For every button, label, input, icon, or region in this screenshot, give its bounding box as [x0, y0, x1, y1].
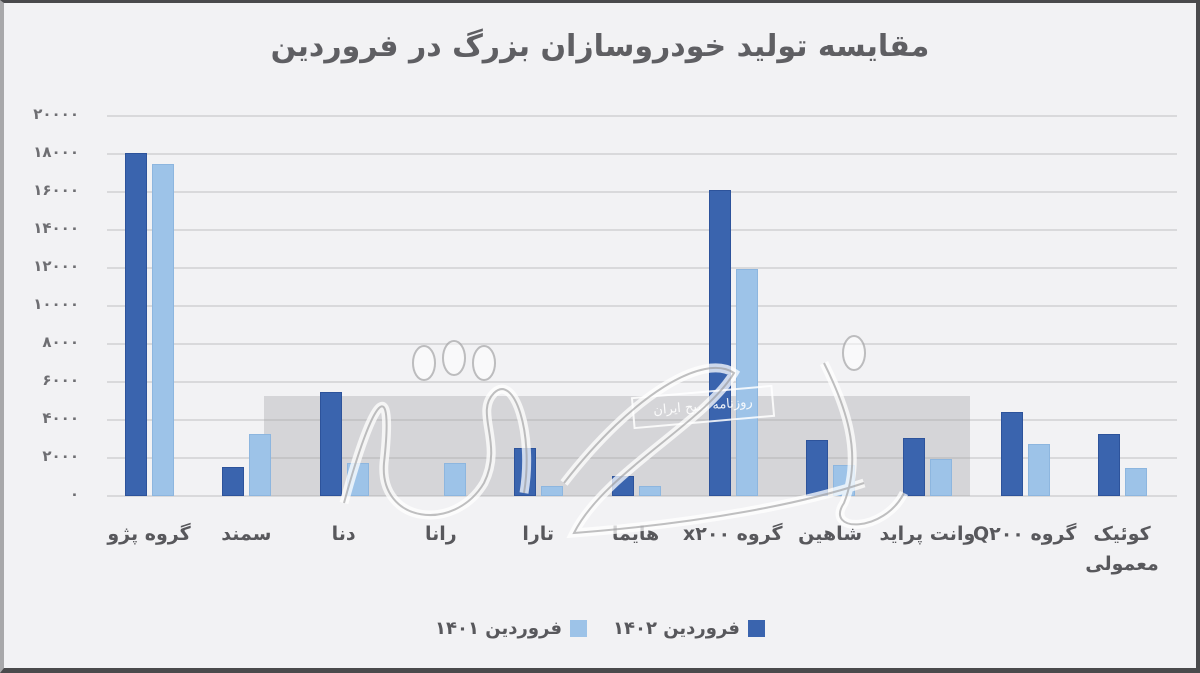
- bar-1401: [930, 458, 953, 496]
- bar-1401: [638, 486, 661, 496]
- bar-1401: [1027, 443, 1050, 496]
- bar-1402: [806, 439, 829, 496]
- bar-1402: [514, 447, 537, 496]
- x-axis-label: گروه Q۲۰۰: [972, 523, 1077, 545]
- x-axis-label: گروه پژو: [107, 523, 191, 545]
- y-tick-label: ۱۸۰۰۰: [33, 143, 79, 161]
- gridline: [107, 115, 1177, 117]
- legend-item-1402: فروردین ۱۴۰۲: [613, 618, 765, 639]
- bar-1401: [152, 164, 174, 496]
- bar-1401: [735, 268, 758, 496]
- bar-1401: [443, 462, 466, 496]
- y-tick-label: ۶۰۰۰: [42, 371, 79, 389]
- bar-1402: [903, 438, 926, 496]
- bar-1402: [1000, 412, 1023, 496]
- y-tick-label: ۲۰۰۰۰: [33, 105, 79, 123]
- x-axis-label: تارا: [522, 523, 555, 545]
- gridline: [107, 381, 1177, 383]
- y-tick-label: ۱۰۰۰۰: [33, 295, 79, 313]
- y-tick-label: ۴۰۰۰: [42, 409, 79, 427]
- y-tick-label: ۱۲۰۰۰: [33, 257, 79, 275]
- bar-1401: [541, 486, 564, 496]
- y-tick-label: ۱۴۰۰۰: [33, 219, 79, 237]
- bar-1402: [125, 153, 147, 496]
- x-axis-label: کوئیک معمولی: [1085, 523, 1159, 575]
- legend-label-1402: فروردین ۱۴۰۲: [613, 618, 740, 639]
- y-tick-label: ۰: [69, 485, 79, 503]
- gridline: [107, 267, 1177, 269]
- gridline: [107, 229, 1177, 231]
- x-axis-label: رانا: [425, 523, 457, 545]
- bar-1402: [222, 466, 245, 496]
- bar-1401: [346, 462, 369, 496]
- x-axis-label: گروه x۲۰۰: [683, 523, 783, 545]
- bar-1401: [1125, 468, 1147, 496]
- x-axis-label: هایما: [611, 523, 660, 545]
- gridline: [107, 305, 1177, 307]
- legend-item-1401: فروردین ۱۴۰۱: [435, 618, 587, 639]
- legend-label-1401: فروردین ۱۴۰۱: [435, 618, 562, 639]
- legend-swatch-dark: [747, 620, 765, 637]
- gridline: [107, 343, 1177, 345]
- x-axis-label: سمند: [221, 523, 272, 545]
- legend-swatch-light: [570, 620, 587, 637]
- bar-1402: [319, 392, 342, 496]
- bar-1401: [833, 464, 856, 496]
- bar-1402: [611, 476, 634, 496]
- bar-1402: [708, 190, 731, 496]
- gridline: [107, 191, 1177, 193]
- legend: فروردین ۱۴۰۲ فروردین ۱۴۰۱: [4, 618, 1196, 639]
- y-tick-label: ۲۰۰۰: [42, 447, 79, 465]
- gridline: [107, 153, 1177, 155]
- x-axis-label: وانت پراید: [879, 523, 976, 545]
- x-axis-label: دنا: [331, 523, 356, 545]
- bar-1402: [1098, 434, 1120, 496]
- bar-1401: [249, 434, 272, 496]
- y-tick-label: ۱۶۰۰۰: [33, 181, 79, 199]
- x-axis-label: شاهین: [798, 523, 863, 545]
- y-tick-label: ۸۰۰۰: [42, 333, 79, 351]
- chart-title: مقایسه تولید خودروسازان بزرگ در فروردین: [270, 29, 930, 64]
